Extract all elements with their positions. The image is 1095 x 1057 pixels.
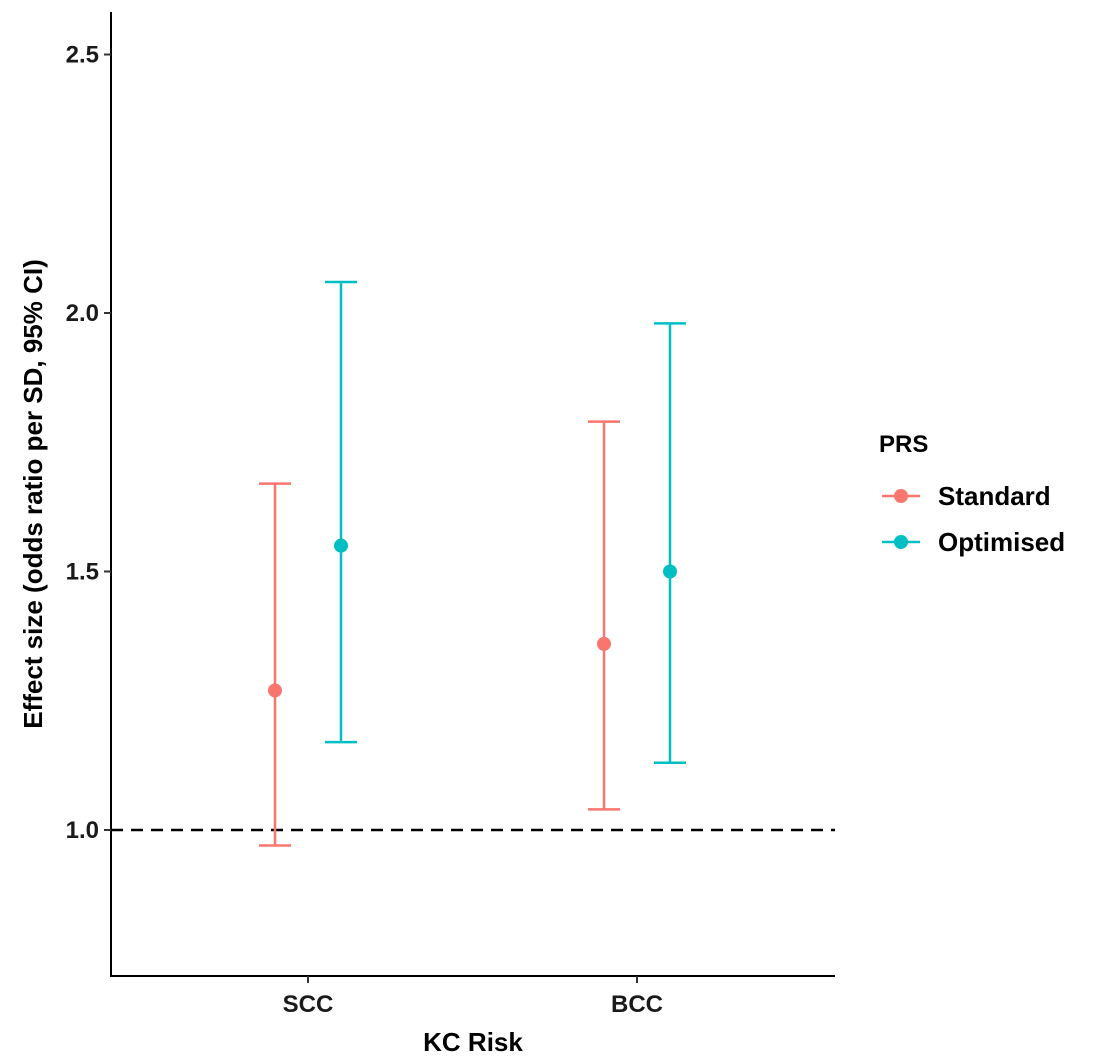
- point-standard: [597, 636, 611, 651]
- legend-label-standard: Standard: [938, 481, 1051, 511]
- axes: 1.0 1.5 2.0 2.5 SCC BCC: [66, 12, 835, 1018]
- point-optimised: [663, 564, 677, 579]
- y-tick-label: 2.0: [66, 300, 99, 327]
- y-axis-title: Effect size (odds ratio per SD, 95% CI): [18, 259, 48, 729]
- x-tick-label: BCC: [611, 991, 663, 1018]
- y-tick-label: 1.0: [66, 817, 99, 844]
- legend-title: PRS: [879, 431, 928, 458]
- x-axis-title: KC Risk: [423, 1027, 523, 1057]
- legend: PRS Standard Optimised: [879, 431, 1065, 557]
- point-standard: [268, 683, 282, 698]
- x-tick-label: SCC: [283, 991, 334, 1018]
- plot-area: [111, 280, 835, 847]
- legend-key-point: [894, 489, 908, 503]
- legend-label-optimised: Optimised: [938, 527, 1065, 557]
- point-optimised: [334, 538, 348, 553]
- y-tick-label: 2.5: [66, 42, 99, 69]
- legend-key-point: [894, 535, 908, 549]
- y-tick-label: 1.5: [66, 559, 99, 586]
